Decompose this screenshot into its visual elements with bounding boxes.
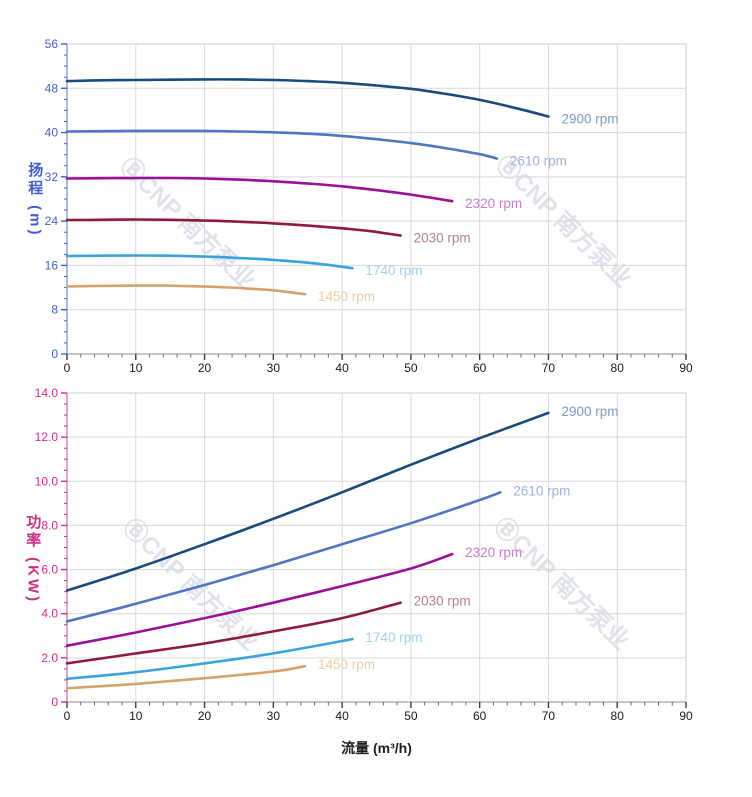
- curve-2320-rpm-power: [65, 552, 454, 647]
- y-tick-label: 8: [51, 303, 58, 317]
- curve-1450-rpm-power: [65, 664, 307, 690]
- x-tick-label: 40: [335, 709, 349, 723]
- x-tick-label: 30: [267, 361, 281, 375]
- curve-1740-rpm-power: [65, 637, 354, 681]
- watermark-logo-text: ⒷCNP 南方泵业: [114, 152, 261, 295]
- x-tick-label: 30: [267, 709, 281, 723]
- head-plot: 0 8 16 24 32 40 48 56 0 10 20 30 40 50 60 70 80 90 2900 rp…: [45, 37, 693, 375]
- curve-1450-rpm-head: [65, 284, 307, 296]
- x-tick-label: 20: [198, 361, 212, 375]
- x-tick-label: 20: [198, 709, 212, 723]
- y-tick-label: 56: [45, 37, 59, 51]
- curve-2320-rpm-head: [65, 176, 454, 203]
- curve-2610-rpm-power: [65, 491, 502, 623]
- x-tick-label: 80: [611, 361, 625, 375]
- series-label-2030-rpm-power: 2030 rpm: [414, 594, 471, 609]
- y-tick-label: 0: [51, 695, 58, 709]
- curve-2030-rpm-power: [65, 601, 402, 665]
- x-tick-label: 50: [404, 361, 418, 375]
- x-tick-label: 10: [129, 361, 143, 375]
- series-label-1740-rpm-head: 1740 rpm: [365, 263, 422, 278]
- x-tick-label: 90: [679, 709, 693, 723]
- series-label-2610-rpm-power: 2610 rpm: [513, 483, 570, 498]
- series-label-2900-rpm-power: 2900 rpm: [561, 404, 618, 419]
- x-tick-label: 70: [542, 709, 556, 723]
- series-label-2900-rpm-head: 2900 rpm: [561, 112, 618, 127]
- x-tick-label: 50: [404, 709, 418, 723]
- curve-1740-rpm-head: [65, 254, 354, 270]
- x-tick-label: 80: [611, 709, 625, 723]
- x-tick-label: 10: [129, 709, 143, 723]
- x-tick-label: 0: [64, 361, 71, 375]
- y-tick-label: 32: [45, 170, 59, 184]
- head-axis-title: 扬程 (m): [26, 162, 44, 238]
- y-tick-label: 4.0: [41, 607, 58, 621]
- series-label-2610-rpm-head: 2610 rpm: [510, 154, 567, 169]
- series-label-2030-rpm-head: 2030 rpm: [414, 231, 471, 246]
- y-tick-label: 2.0: [41, 651, 58, 665]
- power-axis-title: 功率 (KW): [24, 514, 42, 605]
- series-label-1450-rpm-head: 1450 rpm: [318, 289, 375, 304]
- flow-axis-title: 流量 (m³/h): [341, 740, 412, 756]
- series-label-1740-rpm-power: 1740 rpm: [365, 630, 422, 645]
- curve-2610-rpm-head: [65, 129, 499, 160]
- x-tick-label: 60: [473, 361, 487, 375]
- y-tick-label: 8.0: [41, 518, 58, 532]
- curve-2900-rpm-head: [65, 78, 550, 118]
- y-tick-label: 10.0: [35, 474, 59, 488]
- x-tick-label: 90: [679, 361, 693, 375]
- series-label-2320-rpm-power: 2320 rpm: [465, 545, 522, 560]
- series-label-2320-rpm-head: 2320 rpm: [465, 196, 522, 211]
- y-tick-label: 16: [45, 258, 59, 272]
- series-label-1450-rpm-power: 1450 rpm: [318, 657, 375, 672]
- curve-2900-rpm-power: [65, 411, 550, 592]
- curve-2030-rpm-head: [65, 218, 402, 237]
- y-tick-label: 12.0: [35, 430, 59, 444]
- power-plot: 0 2.0 4.0 6.0 8.0 10.0 12.0 14.0 0 10 20 30 40 50 60 70…: [35, 386, 693, 723]
- x-tick-label: 60: [473, 709, 487, 723]
- x-tick-label: 70: [542, 361, 556, 375]
- watermark-logo-text: ⒷCNP 南方泵业: [488, 512, 635, 655]
- y-tick-label: 40: [45, 126, 59, 140]
- y-tick-label: 24: [45, 214, 59, 228]
- watermark-logo-text: ⒷCNP 南方泵业: [117, 513, 264, 656]
- y-tick-label: 48: [45, 81, 59, 95]
- y-tick-label: 6.0: [41, 563, 58, 577]
- x-tick-label: 0: [64, 709, 71, 723]
- y-tick-label: 14.0: [35, 386, 59, 400]
- x-tick-label: 40: [335, 361, 349, 375]
- y-tick-label: 0: [51, 347, 58, 361]
